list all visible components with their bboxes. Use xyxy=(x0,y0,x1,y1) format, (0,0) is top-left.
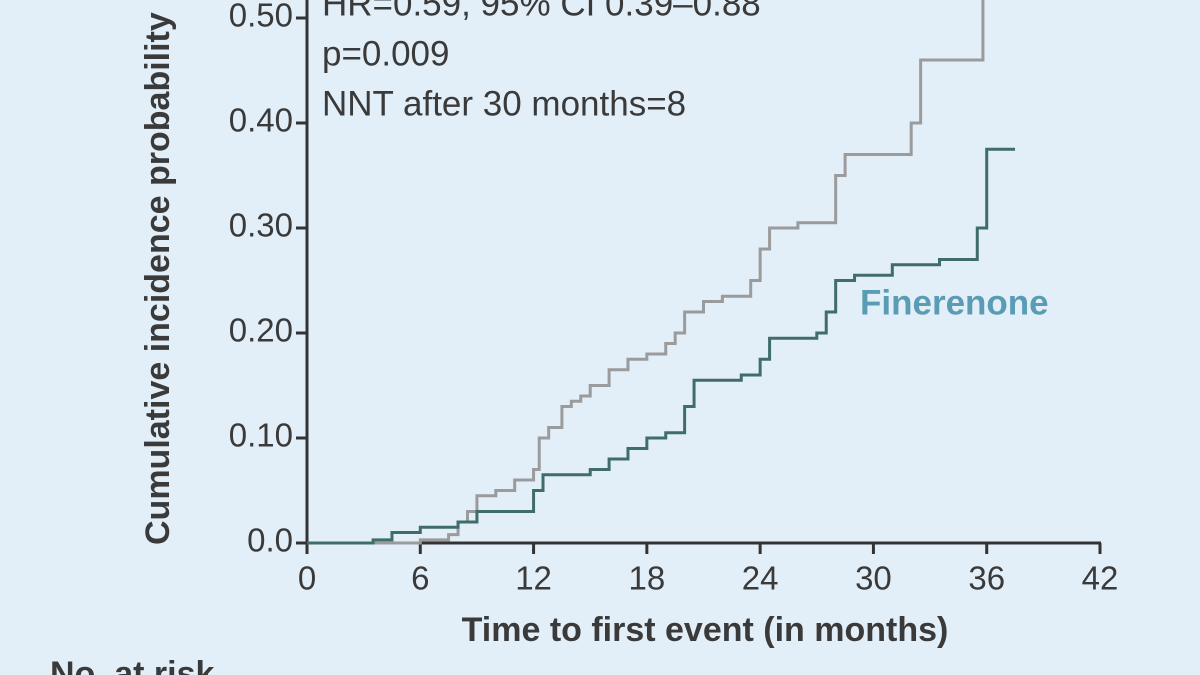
annotation: p=0.009 xyxy=(322,34,450,73)
x-tick-label: 12 xyxy=(515,560,552,597)
x-tick-label: 6 xyxy=(411,560,429,597)
y-tick-label: 0.30 xyxy=(229,207,293,244)
series-label: Finerenone xyxy=(860,283,1049,322)
y-tick-label: 0.10 xyxy=(229,417,293,454)
y-tick-label: 0.40 xyxy=(229,102,293,139)
annotation: HR=0.59, 95% CI 0.39–0.88 xyxy=(322,0,761,23)
annotation: NNT after 30 months=8 xyxy=(322,84,686,123)
x-tick-label: 18 xyxy=(628,560,665,597)
x-tick-label: 24 xyxy=(742,560,779,597)
km-curve xyxy=(307,147,1016,545)
y-axis-label: Cumulative incidence probability xyxy=(139,12,177,545)
y-tick-label: 0.0 xyxy=(247,522,293,559)
x-tick-label: 0 xyxy=(298,560,316,597)
footer: No. at risk xyxy=(50,655,214,675)
x-tick-label: 30 xyxy=(855,560,892,597)
km-curve xyxy=(307,0,985,545)
x-axis-label: Time to first event (in months) xyxy=(462,611,949,649)
y-tick-label: 0.50 xyxy=(229,0,293,34)
x-tick-label: 42 xyxy=(1082,560,1119,597)
y-tick-label: 0.20 xyxy=(229,312,293,349)
x-tick-label: 36 xyxy=(968,560,1005,597)
